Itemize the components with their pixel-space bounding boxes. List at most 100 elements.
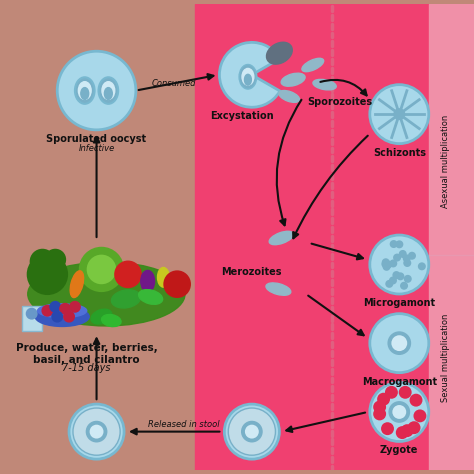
Wedge shape bbox=[219, 42, 280, 107]
Circle shape bbox=[401, 283, 407, 289]
Circle shape bbox=[415, 410, 425, 421]
Circle shape bbox=[390, 402, 409, 422]
Circle shape bbox=[370, 85, 429, 144]
Ellipse shape bbox=[99, 77, 118, 104]
Circle shape bbox=[392, 336, 406, 350]
Circle shape bbox=[397, 427, 408, 438]
Text: Sporulated oocyst: Sporulated oocyst bbox=[46, 134, 146, 144]
Circle shape bbox=[382, 423, 393, 434]
Circle shape bbox=[28, 255, 67, 294]
Circle shape bbox=[27, 309, 36, 319]
Circle shape bbox=[393, 272, 399, 278]
Ellipse shape bbox=[102, 82, 115, 100]
Circle shape bbox=[383, 264, 390, 270]
Ellipse shape bbox=[279, 91, 300, 102]
Circle shape bbox=[398, 273, 403, 279]
Circle shape bbox=[69, 404, 124, 459]
Ellipse shape bbox=[70, 271, 83, 298]
Circle shape bbox=[224, 404, 279, 459]
Ellipse shape bbox=[302, 58, 324, 72]
Circle shape bbox=[390, 277, 396, 283]
Circle shape bbox=[400, 387, 410, 398]
Circle shape bbox=[370, 235, 429, 294]
Circle shape bbox=[70, 302, 80, 312]
Circle shape bbox=[50, 302, 60, 312]
Ellipse shape bbox=[101, 314, 121, 327]
Circle shape bbox=[370, 383, 429, 441]
Text: Consumed: Consumed bbox=[152, 79, 196, 88]
Text: Sexual multiplication: Sexual multiplication bbox=[441, 314, 450, 402]
Circle shape bbox=[393, 406, 405, 418]
Circle shape bbox=[57, 51, 136, 130]
Circle shape bbox=[389, 332, 410, 354]
Text: Microgamont: Microgamont bbox=[363, 298, 435, 308]
Circle shape bbox=[400, 251, 406, 257]
Text: Schizonts: Schizonts bbox=[373, 147, 426, 157]
Ellipse shape bbox=[35, 307, 89, 327]
Bar bbox=[8, 4, 195, 470]
Ellipse shape bbox=[313, 79, 336, 90]
Text: Sporozoites: Sporozoites bbox=[307, 98, 372, 108]
Circle shape bbox=[246, 426, 258, 438]
Ellipse shape bbox=[239, 64, 257, 89]
Text: Excystation: Excystation bbox=[210, 111, 274, 121]
Text: Merozoites: Merozoites bbox=[222, 267, 282, 277]
Circle shape bbox=[385, 262, 392, 267]
Ellipse shape bbox=[75, 77, 95, 104]
Circle shape bbox=[419, 264, 425, 269]
Bar bbox=[429, 4, 474, 470]
Ellipse shape bbox=[157, 267, 169, 287]
Text: Macrogamont: Macrogamont bbox=[362, 376, 437, 387]
Circle shape bbox=[242, 422, 262, 441]
Circle shape bbox=[390, 261, 396, 266]
Circle shape bbox=[87, 422, 106, 441]
Circle shape bbox=[60, 304, 70, 314]
Ellipse shape bbox=[91, 309, 112, 324]
Circle shape bbox=[383, 259, 389, 265]
Circle shape bbox=[378, 394, 389, 405]
Circle shape bbox=[46, 250, 65, 269]
Ellipse shape bbox=[111, 290, 141, 308]
Circle shape bbox=[370, 314, 429, 373]
Circle shape bbox=[404, 255, 410, 261]
Ellipse shape bbox=[28, 262, 185, 326]
Circle shape bbox=[164, 272, 190, 297]
Ellipse shape bbox=[104, 88, 112, 100]
Circle shape bbox=[383, 261, 388, 267]
Ellipse shape bbox=[245, 74, 251, 85]
Circle shape bbox=[410, 395, 421, 406]
Text: Infective: Infective bbox=[78, 144, 115, 153]
Ellipse shape bbox=[242, 68, 254, 85]
Circle shape bbox=[80, 248, 123, 291]
Circle shape bbox=[64, 312, 74, 321]
Circle shape bbox=[31, 250, 55, 273]
Ellipse shape bbox=[37, 304, 87, 318]
Circle shape bbox=[394, 255, 400, 261]
Circle shape bbox=[374, 401, 385, 412]
Ellipse shape bbox=[78, 82, 91, 100]
Circle shape bbox=[386, 281, 392, 287]
Circle shape bbox=[405, 276, 410, 282]
Circle shape bbox=[91, 426, 102, 438]
Ellipse shape bbox=[266, 283, 291, 295]
Circle shape bbox=[402, 425, 412, 436]
Circle shape bbox=[115, 262, 141, 287]
Circle shape bbox=[404, 260, 410, 266]
Ellipse shape bbox=[141, 271, 155, 292]
Text: Asexual multiplication: Asexual multiplication bbox=[441, 115, 450, 208]
Bar bbox=[195, 4, 450, 470]
Ellipse shape bbox=[138, 290, 163, 304]
Circle shape bbox=[52, 312, 62, 321]
Ellipse shape bbox=[281, 73, 305, 86]
Text: Released in stool: Released in stool bbox=[148, 420, 220, 429]
FancyBboxPatch shape bbox=[22, 306, 42, 331]
Ellipse shape bbox=[269, 231, 293, 245]
Circle shape bbox=[394, 109, 404, 119]
Text: Zygote: Zygote bbox=[380, 446, 419, 456]
Circle shape bbox=[228, 408, 275, 455]
Circle shape bbox=[409, 253, 415, 259]
Circle shape bbox=[391, 241, 397, 247]
Circle shape bbox=[374, 409, 385, 419]
Circle shape bbox=[386, 387, 397, 398]
Circle shape bbox=[73, 408, 120, 455]
